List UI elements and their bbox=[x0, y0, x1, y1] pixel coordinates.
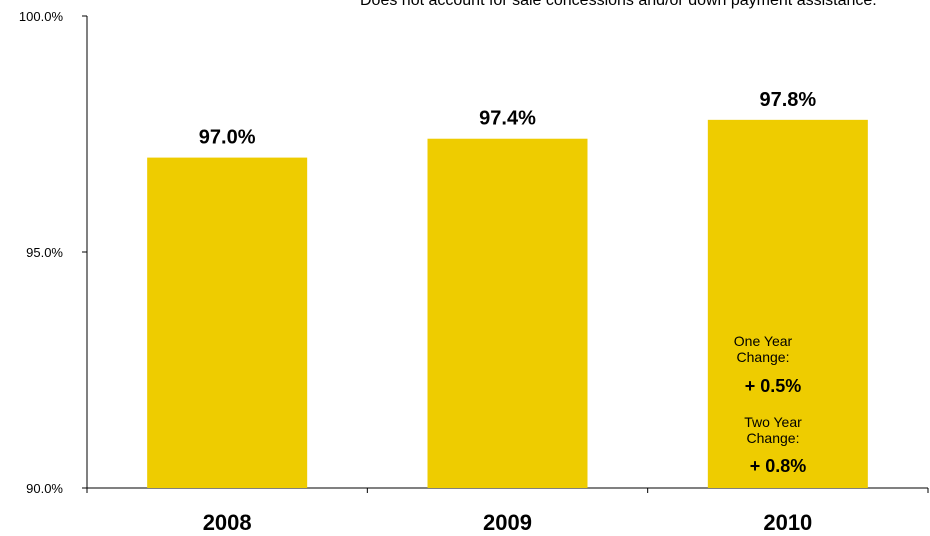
x-tick-label-2010: 2010 bbox=[763, 510, 812, 535]
x-tick-label-2008: 2008 bbox=[203, 510, 252, 535]
two-year-change-label: Two Year Change: bbox=[744, 414, 802, 446]
data-label-2008: 97.0% bbox=[199, 127, 256, 149]
two-year-change-value: + 0.8% bbox=[749, 456, 807, 476]
chart-note: Does not account for sale concessions an… bbox=[360, 0, 877, 9]
data-label-2010: 97.8% bbox=[759, 89, 816, 111]
y-tick-label: 95.0% bbox=[26, 245, 63, 260]
one-year-change-label: One Year Change: bbox=[733, 333, 793, 365]
bar-2008 bbox=[147, 157, 308, 488]
bar-2009 bbox=[427, 138, 588, 488]
y-tick-label: 90.0% bbox=[26, 481, 63, 496]
data-label-2009: 97.4% bbox=[479, 108, 536, 130]
one-year-change-value: + 0.5% bbox=[744, 376, 802, 396]
y-tick-label: 100.0% bbox=[19, 9, 64, 24]
bar-2010 bbox=[707, 119, 868, 488]
x-tick-label-2009: 2009 bbox=[483, 510, 532, 535]
